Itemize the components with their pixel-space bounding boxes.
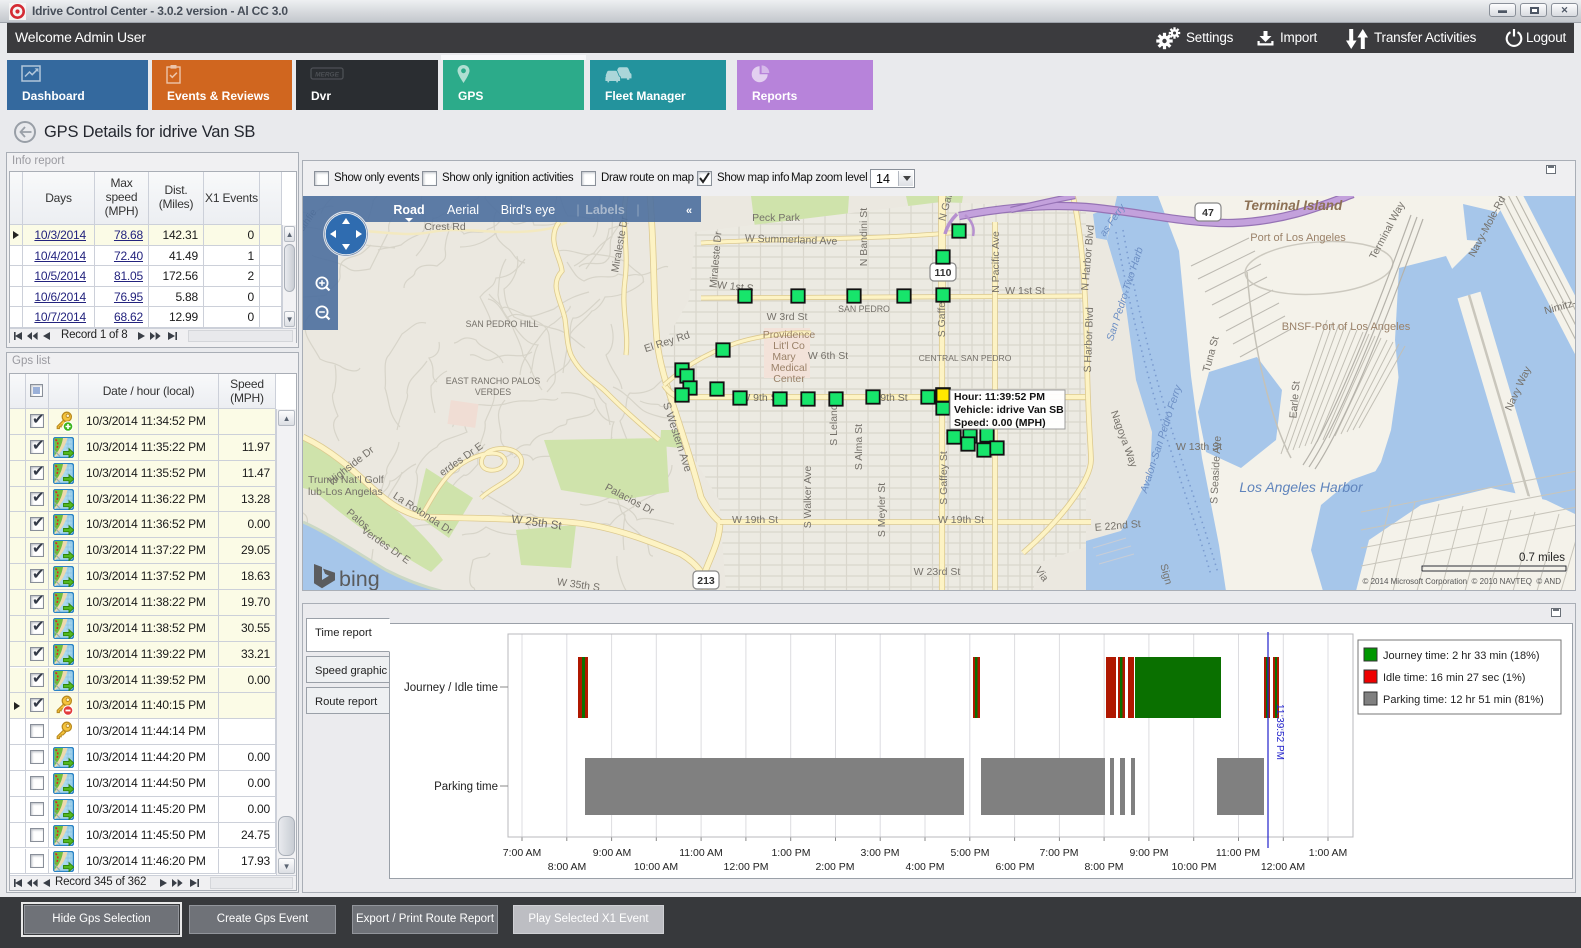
svg-text:S Harbor Blvd: S Harbor Blvd: [1082, 307, 1096, 373]
svg-text:Idle time: 16 min 27 sec (1%): Idle time: 16 min 27 sec (1%): [1383, 672, 1525, 684]
svg-text:Journey time: 2 hr 33 min (18%: Journey time: 2 hr 33 min (18%): [1383, 650, 1540, 662]
svg-text:W 1st St: W 1st St: [1005, 285, 1045, 297]
svg-text:S Meyler St: S Meyler St: [876, 483, 888, 537]
svg-text:2:00 PM: 2:00 PM: [815, 861, 854, 873]
svg-text:S Alma St: S Alma St: [853, 424, 865, 470]
svg-text:lub-Los Angelas: lub-Los Angelas: [308, 486, 383, 498]
svg-text:W 35th S: W 35th S: [556, 576, 600, 591]
svg-text:C﻿ENTRAL S﻿AN P﻿EDRO: C﻿ENTRAL S﻿AN P﻿EDRO: [919, 353, 1012, 363]
svg-text:11:39:52 PM: 11:39:52 PM: [1274, 704, 1285, 760]
svg-text:9:00 PM: 9:00 PM: [1129, 847, 1168, 859]
svg-text:S﻿AN P﻿EDRO H﻿ILL: S﻿AN P﻿EDRO H﻿ILL: [466, 319, 539, 329]
svg-text:© 2014 Microsoft Corporation: © 2014 Microsoft Corporation © 2010 NAVT…: [1362, 577, 1561, 586]
svg-text:N Harbor Blvd: N Harbor Blvd: [1079, 224, 1097, 291]
svg-text:Port of Los Angeles: Port of Los Angeles: [1250, 232, 1346, 244]
svg-text:Miraleste Dr: Miraleste Dr: [708, 231, 725, 289]
svg-text:9th St: 9th St: [880, 392, 908, 404]
svg-text:12:00 PM: 12:00 PM: [724, 861, 769, 873]
svg-text:213: 213: [697, 575, 715, 587]
svg-text:3:00 PM: 3:00 PM: [860, 847, 899, 859]
svg-text:1:00 PM: 1:00 PM: [771, 847, 810, 859]
svg-text:W Summerland Ave: W Summerland Ave: [745, 232, 838, 247]
svg-text:V﻿ERDES: V﻿ERDES: [475, 387, 511, 397]
svg-text:S﻿AN P﻿EDRO: S﻿AN P﻿EDRO: [838, 304, 890, 314]
svg-text:10:00 PM: 10:00 PM: [1172, 861, 1217, 873]
svg-text:Los Angeles Harbor: Los Angeles Harbor: [1239, 479, 1364, 495]
svg-text:10:00 AM: 10:00 AM: [634, 861, 678, 873]
svg-text:47: 47: [1202, 207, 1214, 219]
svg-text:110: 110: [935, 267, 952, 279]
svg-text:W 19th St: W 19th St: [732, 514, 778, 526]
svg-text:W 3rd St: W 3rd St: [767, 311, 808, 323]
svg-text:Speed: 0.00 (MPH): Speed: 0.00 (MPH): [954, 417, 1046, 429]
svg-text:7:00 PM: 7:00 PM: [1039, 847, 1078, 859]
svg-text:8:00 AM: 8:00 AM: [548, 861, 587, 873]
svg-text:Earle St: Earle St: [1287, 381, 1302, 419]
svg-text:Mary: Mary: [772, 351, 796, 363]
svg-text:11:00 AM: 11:00 AM: [679, 847, 723, 859]
svg-text:S Walker Ave: S Walker Ave: [802, 466, 814, 529]
svg-text:6:00 PM: 6:00 PM: [995, 861, 1034, 873]
svg-text:8:00 PM: 8:00 PM: [1084, 861, 1123, 873]
svg-text:N Pacific Ave: N Pacific Ave: [990, 231, 1002, 293]
svg-text:Aerial: Aerial: [447, 203, 479, 217]
svg-text:W 19th St: W 19th St: [938, 514, 984, 526]
svg-text:4:00 PM: 4:00 PM: [905, 861, 944, 873]
svg-text:Journey / Idle time: Journey / Idle time: [404, 682, 498, 694]
svg-text:Peck Park: Peck Park: [752, 212, 801, 224]
svg-text:E 22nd St: E 22nd St: [1094, 518, 1141, 534]
svg-text:N Bandini St: N Bandini St: [858, 208, 870, 266]
svg-text:7:00 AM: 7:00 AM: [503, 847, 542, 859]
svg-text:Sign: Sign: [1157, 563, 1174, 587]
svg-text:|: |: [576, 203, 579, 217]
svg-text:W 13th St: W 13th St: [1176, 441, 1222, 453]
svg-text:W 6th St: W 6th St: [808, 350, 848, 362]
svg-text:Bird's eye: Bird's eye: [501, 203, 556, 217]
svg-text:S Seaside Ave: S Seaside Ave: [1208, 435, 1224, 504]
svg-text:«: «: [686, 205, 692, 217]
svg-text:Terminal Island: Terminal Island: [1244, 198, 1343, 213]
svg-text:W 23rd St: W 23rd St: [914, 566, 961, 578]
svg-text:Providence: Providence: [763, 329, 816, 341]
svg-text:Medical: Medical: [771, 362, 807, 374]
svg-text:Crest Rd: Crest Rd: [424, 221, 466, 233]
svg-text:1:00 AM: 1:00 AM: [1309, 847, 1348, 859]
svg-text:Parking time: 12 hr 51 min (81: Parking time: 12 hr 51 min (81%): [1383, 694, 1544, 706]
svg-text:E﻿AST R﻿ANCHO P﻿ALOS: E﻿AST R﻿ANCHO P﻿ALOS: [446, 376, 541, 386]
svg-text:Hour: 11:39:52 PM: Hour: 11:39:52 PM: [954, 391, 1045, 403]
svg-text:BNSF-Port of Los Angeles: BNSF-Port of Los Angeles: [1282, 321, 1411, 333]
svg-text:S Gaffey St: S Gaffey St: [938, 451, 950, 505]
svg-text:11:00 PM: 11:00 PM: [1216, 847, 1260, 859]
svg-text:Road: Road: [393, 203, 424, 217]
svg-text:Parking time: Parking time: [434, 781, 498, 793]
svg-text:S Leland: S Leland: [828, 404, 840, 446]
svg-text:bing: bing: [339, 567, 380, 591]
svg-text:Labels: Labels: [585, 203, 625, 217]
svg-text:W 9th S: W 9th S: [740, 392, 777, 404]
svg-text:Center: Center: [773, 373, 805, 385]
svg-text:|: |: [636, 203, 639, 217]
svg-text:Lit'l Co: Lit'l Co: [773, 340, 805, 352]
svg-text:MERGE: MERGE: [315, 72, 340, 79]
svg-text:0.7 miles: 0.7 miles: [1519, 552, 1565, 564]
svg-text:Trump Nat'l Golf: Trump Nat'l Golf: [308, 474, 384, 486]
svg-text:5:00 PM: 5:00 PM: [950, 847, 989, 859]
svg-text:Vehicle: idrive Van SB: Vehicle: idrive Van SB: [954, 404, 1064, 416]
svg-text:12:00 AM: 12:00 AM: [1261, 861, 1305, 873]
svg-text:9:00 AM: 9:00 AM: [593, 847, 632, 859]
